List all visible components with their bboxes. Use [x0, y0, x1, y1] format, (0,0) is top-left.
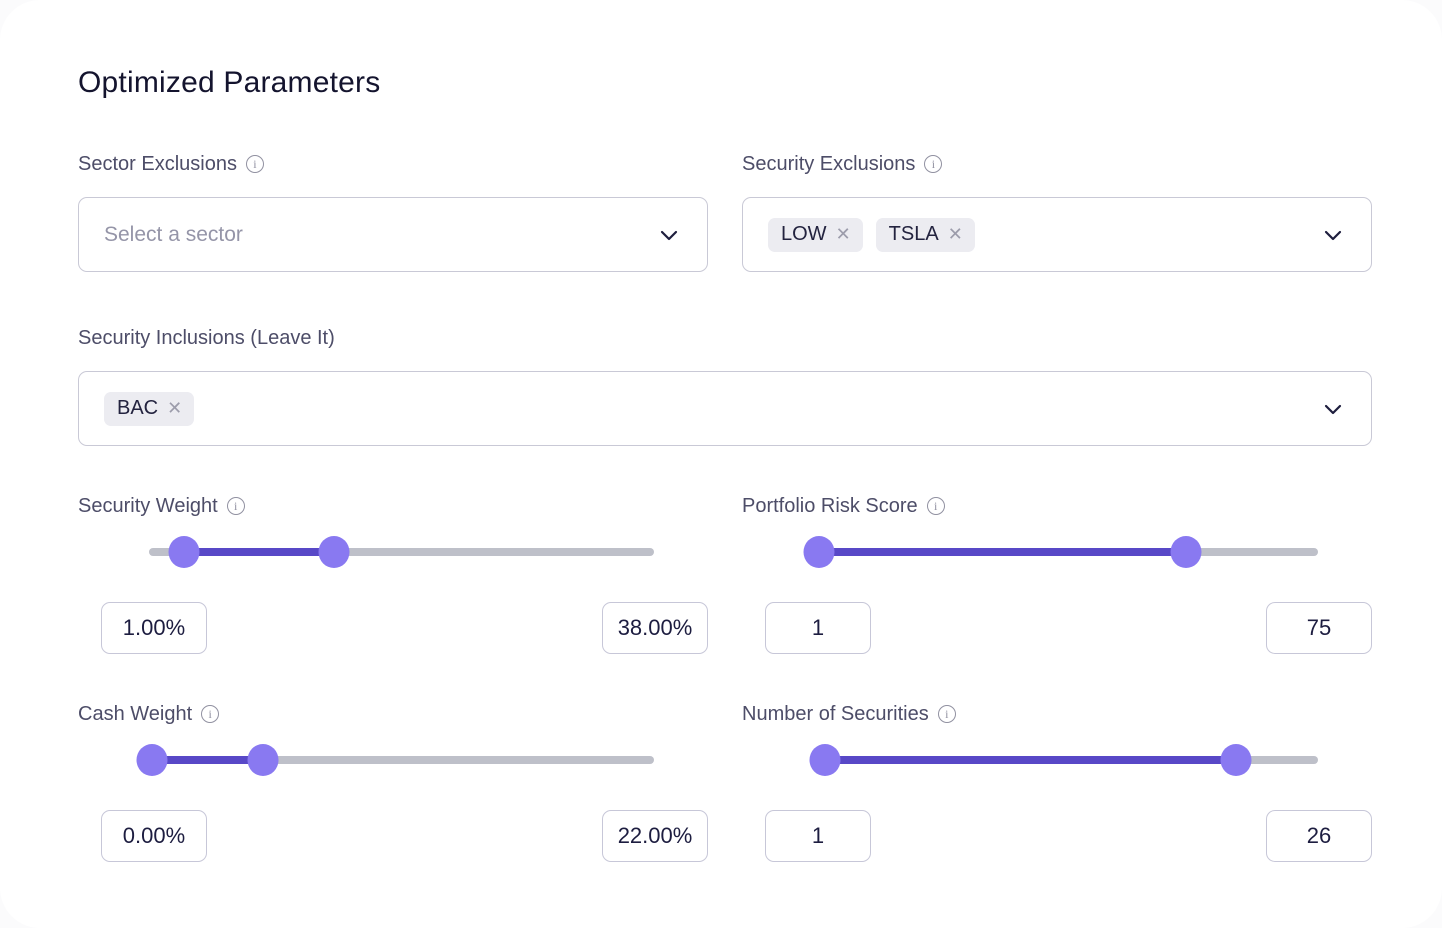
exclusions-row: Sector Exclusions i Select a sector Secu… — [78, 152, 1372, 272]
max-value-input[interactable] — [602, 810, 708, 862]
security-weight-label: Security Weight — [78, 495, 218, 517]
tag-low-label: LOW — [781, 222, 827, 245]
min-value-input[interactable] — [765, 810, 871, 862]
info-icon[interactable]: i — [924, 155, 943, 173]
tag-bac: BAC ✕ — [104, 391, 195, 426]
tag-bac-label: BAC — [117, 396, 159, 419]
slider-handle-high[interactable] — [1220, 744, 1252, 776]
sector-exclusions-placeholder: Select a sector — [104, 222, 243, 246]
sector-exclusions-select[interactable]: Select a sector — [78, 197, 708, 272]
slider-track[interactable] — [149, 756, 654, 764]
cash-weight-slider[interactable] — [136, 743, 654, 777]
slider-fill — [183, 548, 335, 556]
tag-low: LOW ✕ — [768, 217, 863, 252]
info-icon[interactable]: i — [937, 705, 956, 723]
security-exclusions-label-row: Security Exclusions i — [742, 152, 1372, 176]
security-inclusions-label: Security Inclusions (Leave It) — [78, 327, 335, 349]
slider-handle-low[interactable] — [809, 744, 841, 776]
security-weight-slider[interactable] — [149, 535, 654, 569]
slider-fill — [819, 548, 1186, 556]
slider-handle-low[interactable] — [803, 536, 835, 568]
cash-weight-label-row: Cash Weight i — [78, 702, 708, 726]
portfolio-risk-score-section: Portfolio Risk Score i — [742, 494, 1372, 654]
portfolio-risk-score-label-row: Portfolio Risk Score i — [742, 494, 1372, 518]
slider-handle-high[interactable] — [318, 536, 350, 568]
number-of-securities-slider[interactable] — [809, 743, 1318, 777]
number-of-securities-label-row: Number of Securities i — [742, 702, 1372, 726]
portfolio-risk-score-label: Portfolio Risk Score — [742, 495, 918, 517]
security-inclusions-field: Security Inclusions (Leave It) BAC ✕ — [78, 326, 1372, 446]
sector-exclusions-field: Sector Exclusions i Select a sector — [78, 152, 708, 272]
cash-weight-label: Cash Weight — [78, 703, 193, 725]
remove-tag-icon[interactable]: ✕ — [835, 224, 851, 244]
security-exclusions-select[interactable]: LOW ✕ TSLA ✕ — [742, 197, 1372, 272]
info-icon[interactable]: i — [226, 497, 245, 515]
number-of-securities-section: Number of Securities i — [742, 702, 1372, 862]
info-icon[interactable]: i — [926, 497, 945, 515]
number-of-securities-label: Number of Securities — [742, 703, 929, 725]
portfolio-risk-score-slider[interactable] — [803, 535, 1318, 569]
max-value-input[interactable] — [1266, 602, 1372, 654]
security-inclusions-select[interactable]: BAC ✕ — [78, 371, 1372, 446]
slider-handle-low[interactable] — [136, 744, 168, 776]
tag-tsla: TSLA ✕ — [875, 217, 975, 252]
remove-tag-icon[interactable]: ✕ — [947, 224, 963, 244]
chevron-down-icon[interactable] — [1321, 223, 1345, 247]
remove-tag-icon[interactable]: ✕ — [167, 398, 183, 418]
chevron-down-icon[interactable] — [1321, 397, 1345, 421]
min-value-input[interactable] — [765, 602, 871, 654]
slider-handle-low[interactable] — [168, 536, 200, 568]
max-value-input[interactable] — [602, 602, 708, 654]
security-exclusions-field: Security Exclusions i LOW ✕ TSLA ✕ — [742, 152, 1372, 272]
security-weight-values — [78, 602, 708, 654]
slider-fill — [151, 756, 263, 764]
security-inclusions-label-row: Security Inclusions (Leave It) — [78, 326, 1372, 350]
slider-track[interactable] — [149, 548, 654, 556]
sector-exclusions-label: Sector Exclusions — [78, 153, 237, 175]
security-exclusions-label: Security Exclusions — [742, 153, 916, 175]
sector-exclusions-label-row: Sector Exclusions i — [78, 152, 708, 176]
sliders-row-1: Security Weight i Portfolio Risk Score i — [78, 494, 1372, 654]
slider-handle-high[interactable] — [1170, 536, 1202, 568]
number-of-securities-values — [742, 810, 1372, 862]
security-weight-section: Security Weight i — [78, 494, 708, 654]
security-weight-label-row: Security Weight i — [78, 494, 708, 518]
max-value-input[interactable] — [1266, 810, 1372, 862]
tag-tsla-label: TSLA — [888, 222, 939, 245]
min-value-input[interactable] — [101, 602, 207, 654]
portfolio-risk-score-values — [742, 602, 1372, 654]
min-value-input[interactable] — [101, 810, 207, 862]
slider-fill — [825, 756, 1237, 764]
page-title: Optimized Parameters — [78, 66, 381, 99]
chevron-down-icon[interactable] — [657, 223, 681, 247]
info-icon[interactable]: i — [201, 705, 220, 723]
slider-handle-high[interactable] — [247, 744, 279, 776]
info-icon[interactable]: i — [245, 155, 264, 173]
cash-weight-values — [78, 810, 708, 862]
sliders-row-2: Cash Weight i Number of Securities i — [78, 702, 1372, 862]
cash-weight-section: Cash Weight i — [78, 702, 708, 862]
